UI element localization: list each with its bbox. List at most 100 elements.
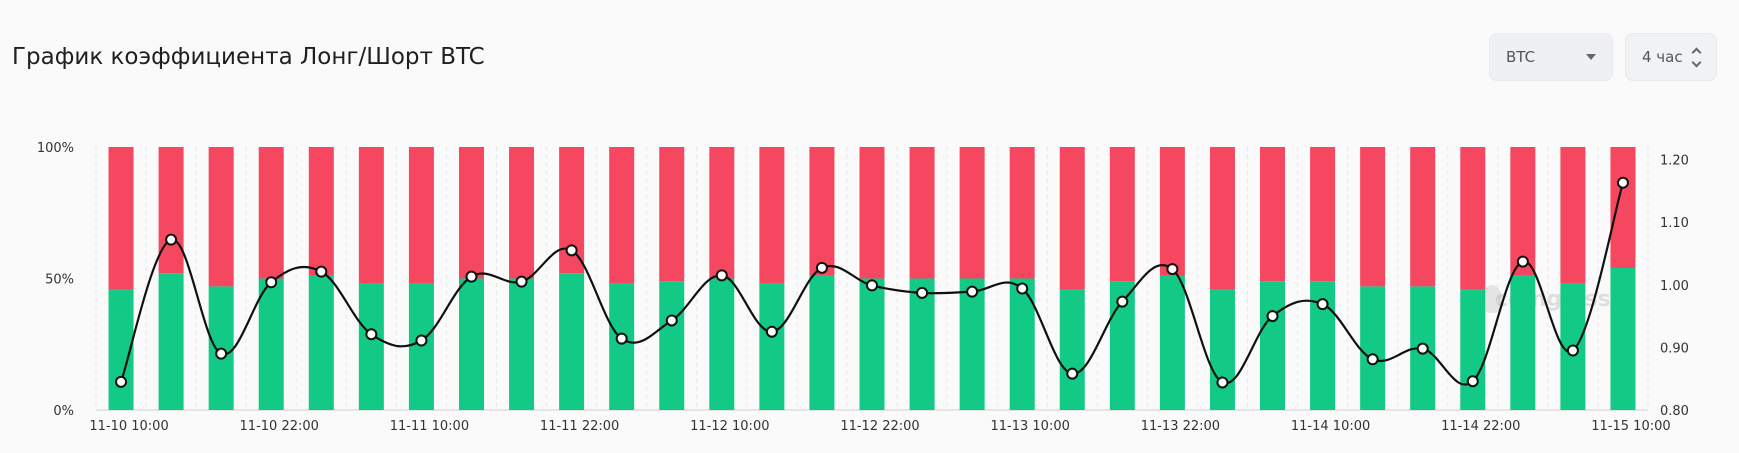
short-bar (759, 147, 785, 284)
right-axis-tick-label: 0.90 (1660, 341, 1689, 356)
long-bar (358, 283, 384, 410)
short-bar (909, 147, 935, 279)
long-bar (609, 283, 635, 410)
long-bar (1159, 275, 1185, 410)
left-axis-tick-label: 50% (45, 273, 74, 288)
long-bar (959, 278, 985, 410)
short-bar (1109, 147, 1135, 282)
x-axis-tick-label: 11-12 10:00 (690, 419, 769, 434)
ratio-point (1166, 263, 1179, 276)
ratio-point (365, 328, 378, 341)
short-bar (859, 147, 885, 279)
x-axis-tick-label: 11-12 22:00 (840, 419, 919, 434)
ratio-point (1366, 353, 1379, 366)
ratio-point (665, 314, 678, 327)
chart-controls: BTC 4 час (1489, 33, 1717, 81)
ratio-point (966, 285, 979, 298)
coinglass-logo-icon (1482, 285, 1502, 313)
ratio-point (1616, 176, 1629, 189)
short-bar (1610, 147, 1636, 268)
short-bar (709, 147, 735, 279)
short-bar (809, 147, 835, 276)
x-axis-tick-label: 11-13 22:00 (1141, 419, 1220, 434)
ratio-point (615, 332, 628, 345)
left-axis-tick-label: 0% (53, 404, 74, 419)
long-bar (1460, 289, 1486, 410)
ratio-point (165, 233, 178, 246)
right-axis-tick-label: 1.10 (1660, 216, 1689, 231)
ratio-point (916, 286, 929, 299)
x-axis-tick-label: 11-13 10:00 (991, 419, 1070, 434)
long-bar (258, 278, 284, 410)
long-bar (408, 283, 434, 410)
short-bar (1360, 147, 1386, 287)
x-axis-tick-label: 11-11 10:00 (390, 419, 469, 434)
ratio-point (465, 270, 478, 283)
long-bar (458, 278, 484, 410)
ratio-point (765, 325, 778, 338)
long-bar (158, 273, 184, 410)
right-axis-tick-label: 0.80 (1660, 404, 1689, 419)
x-axis-tick-label: 11-10 22:00 (240, 419, 319, 434)
ratio-point (1016, 282, 1029, 295)
short-bar (1260, 147, 1286, 282)
x-axis-tick-label: 11-10 10:00 (89, 419, 168, 434)
caret-down-icon (1586, 54, 1596, 60)
long-bar (1510, 275, 1536, 410)
ratio-point (1566, 344, 1579, 357)
ratio-point (215, 347, 228, 360)
short-bar (659, 147, 685, 282)
long-bar (659, 281, 685, 410)
ratio-point (715, 269, 728, 282)
x-axis-tick-label: 11-11 22:00 (540, 419, 619, 434)
ratio-point (265, 276, 278, 289)
short-bar (258, 147, 284, 279)
x-axis-tick-label: 11-14 22:00 (1441, 419, 1520, 434)
long-bar (909, 278, 935, 410)
long-short-ratio-line (119, 182, 1625, 386)
short-bar (1059, 147, 1085, 290)
short-bar (609, 147, 635, 284)
interval-select[interactable]: 4 час (1625, 33, 1717, 81)
short-bar (158, 147, 184, 274)
ratio-point (565, 244, 578, 257)
ratio-point (115, 375, 128, 388)
long-bar (1610, 267, 1636, 410)
long-bar (1360, 286, 1386, 410)
long-bar (559, 273, 585, 410)
ratio-point (1316, 298, 1329, 311)
long-bar (759, 283, 785, 410)
short-bar (108, 147, 134, 290)
long-bar (509, 278, 535, 410)
long-bar (1059, 289, 1085, 410)
x-axis-tick-label: 11-15 10:00 (1591, 419, 1670, 434)
short-bar (358, 147, 384, 284)
short-bar (1209, 147, 1235, 290)
ratio-point (315, 265, 328, 278)
short-bar (1310, 147, 1336, 282)
short-bar (408, 147, 434, 284)
short-bar (959, 147, 985, 279)
long-bar (809, 275, 835, 410)
coin-select[interactable]: BTC (1489, 33, 1613, 81)
chart-title: График коэффициента Лонг/Шорт BTC (12, 44, 485, 70)
short-bar (1009, 147, 1035, 279)
ratio-point (866, 279, 878, 292)
long-bar (308, 275, 334, 410)
ratio-point (1516, 255, 1529, 268)
short-bar (1410, 147, 1436, 287)
right-axis-tick-label: 1.20 (1660, 154, 1689, 169)
coin-select-value: BTC (1506, 48, 1536, 66)
ratio-point (1416, 342, 1429, 355)
ratio-point (1116, 295, 1129, 308)
left-axis-tick-label: 100% (37, 141, 74, 156)
short-bar (458, 147, 484, 279)
x-axis-tick-label: 11-14 10:00 (1291, 419, 1370, 434)
short-bar (308, 147, 334, 276)
ratio-point (815, 261, 828, 274)
long-bar (859, 278, 885, 410)
long-bar (1260, 281, 1286, 410)
ratio-point (1266, 310, 1279, 323)
ratio-point (1216, 376, 1229, 389)
